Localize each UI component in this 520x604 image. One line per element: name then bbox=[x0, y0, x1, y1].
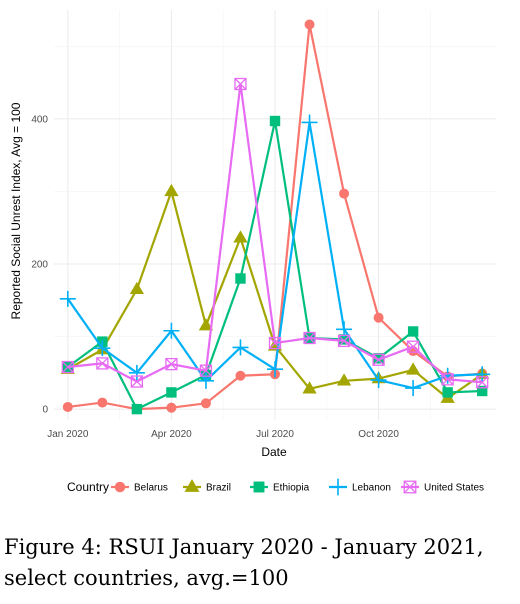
series-united-states bbox=[61, 77, 489, 389]
data-point bbox=[184, 479, 200, 492]
data-point bbox=[163, 322, 180, 339]
data-point bbox=[407, 326, 419, 337]
data-point bbox=[96, 357, 109, 370]
data-point bbox=[372, 353, 385, 366]
data-point bbox=[407, 340, 420, 353]
data-point bbox=[301, 114, 318, 131]
data-point bbox=[166, 402, 177, 413]
data-point bbox=[372, 353, 385, 366]
data-point bbox=[442, 387, 453, 398]
data-point bbox=[130, 375, 144, 388]
data-point bbox=[405, 380, 422, 397]
data-point bbox=[97, 397, 108, 408]
y-tick-label: 0 bbox=[42, 405, 48, 416]
data-point bbox=[165, 358, 178, 371]
legend-label: Lebanon bbox=[352, 483, 391, 494]
data-point bbox=[474, 366, 491, 383]
series-lebanon bbox=[59, 114, 491, 397]
y-axis-ticks: 0 200 400 bbox=[31, 114, 48, 415]
data-point bbox=[200, 398, 211, 409]
data-point bbox=[234, 77, 247, 91]
data-point bbox=[336, 373, 352, 386]
data-point bbox=[129, 281, 144, 295]
data-point bbox=[269, 115, 281, 127]
grid bbox=[54, 10, 496, 420]
legend-item: Lebanon bbox=[329, 478, 391, 496]
data-point bbox=[337, 334, 351, 348]
chart: 0 200 400 Jan 2020 Apr 2020 Jul 2020 Oct 2020… bbox=[9, 10, 496, 496]
data-point bbox=[338, 334, 350, 345]
data-point bbox=[267, 361, 283, 378]
legend-item: Brazil bbox=[183, 479, 231, 494]
data-point bbox=[233, 230, 248, 243]
y-axis-title: Reported Social Unrest Index, Avg = 100 bbox=[9, 102, 23, 319]
data-point bbox=[403, 480, 417, 494]
data-point bbox=[336, 321, 353, 338]
data-point bbox=[406, 340, 420, 353]
legend-label: United States bbox=[424, 483, 484, 494]
data-point bbox=[131, 403, 143, 415]
data-point bbox=[441, 373, 454, 386]
legend-title: Country bbox=[67, 480, 109, 494]
y-tick-label: 200 bbox=[31, 259, 48, 270]
data-point bbox=[165, 357, 178, 371]
data-point bbox=[476, 385, 488, 397]
data-point bbox=[235, 273, 246, 284]
data-point bbox=[62, 401, 73, 412]
data-point bbox=[476, 376, 489, 389]
x-tick-label: Jul 2020 bbox=[256, 429, 294, 440]
x-tick-label: Apr 2020 bbox=[151, 429, 192, 440]
legend-item: United States bbox=[401, 480, 484, 494]
legend-label: Belarus bbox=[134, 483, 168, 494]
data-point bbox=[253, 481, 265, 493]
data-point bbox=[232, 339, 249, 356]
data-point bbox=[403, 480, 417, 494]
data-point bbox=[128, 364, 145, 381]
x-axis-title: Date bbox=[261, 445, 287, 459]
data-point bbox=[303, 331, 316, 345]
data-point bbox=[96, 357, 109, 370]
data-point bbox=[302, 381, 317, 394]
data-point bbox=[164, 183, 179, 197]
x-tick-label: Jan 2020 bbox=[47, 429, 89, 440]
data-point bbox=[234, 78, 247, 90]
data-point bbox=[303, 332, 316, 344]
series-layer bbox=[59, 19, 491, 415]
data-point bbox=[94, 340, 111, 357]
figure-caption: Figure 4: RSUI January 2020 - January 20… bbox=[4, 535, 484, 590]
data-point bbox=[199, 364, 213, 377]
legend-item: Ethiopia bbox=[250, 481, 310, 494]
data-point bbox=[197, 372, 214, 389]
data-point bbox=[370, 372, 387, 389]
data-point bbox=[338, 334, 351, 347]
legend-label: Ethiopia bbox=[273, 483, 310, 494]
data-point bbox=[235, 370, 246, 381]
data-point bbox=[268, 336, 282, 350]
data-point bbox=[61, 361, 74, 373]
data-point bbox=[476, 376, 489, 389]
data-point bbox=[166, 387, 177, 398]
y-tick-label: 400 bbox=[31, 114, 48, 125]
data-point bbox=[199, 364, 212, 377]
legend-item: Belarus bbox=[111, 481, 168, 494]
data-point bbox=[130, 375, 143, 388]
data-point bbox=[198, 318, 214, 331]
data-point bbox=[373, 312, 384, 323]
x-axis-ticks: Jan 2020 Apr 2020 Jul 2020 Oct 2020 bbox=[47, 429, 399, 440]
data-point bbox=[329, 478, 347, 496]
data-point bbox=[304, 19, 315, 30]
data-point bbox=[269, 337, 281, 350]
data-point bbox=[59, 290, 76, 307]
data-point bbox=[61, 360, 74, 374]
data-point bbox=[339, 188, 350, 199]
data-point bbox=[441, 373, 454, 386]
x-tick-label: Oct 2020 bbox=[358, 429, 399, 440]
data-point bbox=[114, 481, 126, 493]
legend: Country Belarus Brazil Ethiopia Lebanon Unite… bbox=[67, 478, 484, 496]
legend-label: Brazil bbox=[206, 483, 231, 494]
data-point bbox=[406, 362, 421, 375]
data-point bbox=[373, 353, 384, 364]
